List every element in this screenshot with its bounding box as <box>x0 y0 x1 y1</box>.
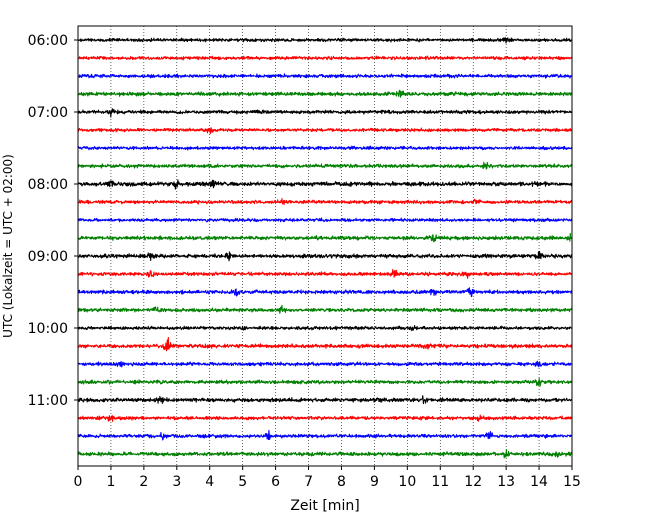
trace-0815 <box>77 197 573 206</box>
trace-1015 <box>77 336 573 352</box>
trace-0930 <box>77 287 573 298</box>
trace-0630 <box>77 73 573 79</box>
trace-0800 <box>77 179 573 190</box>
x-tick-label: 4 <box>205 474 214 490</box>
trace-0715 <box>77 127 573 135</box>
trace-0745 <box>77 161 573 170</box>
y-axis-title: UTC (Lokalzeit = UTC + 02:00) <box>1 154 15 338</box>
y-tick-label: 07:00 <box>28 105 68 121</box>
plot-frame <box>77 25 573 467</box>
trace-0600 <box>77 37 573 44</box>
trace-0645 <box>77 89 573 98</box>
trace-0700 <box>77 108 573 118</box>
trace-0830 <box>77 217 573 223</box>
x-tick-label: 15 <box>563 474 581 490</box>
x-tick-label: 1 <box>106 474 115 490</box>
seismogram-traces <box>77 37 573 459</box>
grid-lines <box>110 26 540 466</box>
x-tick-label: 11 <box>431 474 449 490</box>
x-tick-label: 13 <box>497 474 515 490</box>
y-axis-ticks: 06:00 07:00 08:00 09:00 10:00 11:00 <box>28 33 78 409</box>
trace-1115 <box>77 414 573 422</box>
y-tick-label: 06:00 <box>28 33 68 49</box>
y-tick-label: 10:00 <box>28 321 68 337</box>
trace-0845 <box>77 232 573 243</box>
x-tick-label: 0 <box>74 474 83 490</box>
x-axis-title: Zeit [min] <box>290 498 359 514</box>
x-tick-label: 12 <box>464 474 482 490</box>
x-tick-label: 7 <box>304 474 313 490</box>
trace-0615 <box>77 55 573 61</box>
trace-1030 <box>77 360 573 368</box>
trace-1100 <box>77 395 573 405</box>
x-tick-label: 6 <box>271 474 280 490</box>
y-tick-label: 09:00 <box>28 249 68 265</box>
trace-1045 <box>77 377 573 387</box>
y-tick-label: 11:00 <box>28 393 68 409</box>
x-tick-label: 2 <box>139 474 148 490</box>
x-tick-label: 14 <box>530 474 548 490</box>
trace-1000 <box>77 325 573 332</box>
trace-0945 <box>77 304 573 314</box>
x-axis-ticks: 0 1 2 3 4 5 6 7 8 9 10 11 12 13 14 15 <box>74 466 581 490</box>
x-tick-label: 5 <box>238 474 247 490</box>
trace-0730 <box>77 145 573 151</box>
x-tick-label: 9 <box>370 474 379 490</box>
y-tick-label: 08:00 <box>28 177 68 193</box>
trace-1130 <box>77 429 573 441</box>
x-tick-label: 10 <box>398 474 416 490</box>
x-tick-label: 8 <box>337 474 346 490</box>
trace-0915 <box>77 269 573 279</box>
trace-1145 <box>77 449 573 459</box>
trace-0900 <box>77 250 573 262</box>
x-tick-label: 3 <box>172 474 181 490</box>
